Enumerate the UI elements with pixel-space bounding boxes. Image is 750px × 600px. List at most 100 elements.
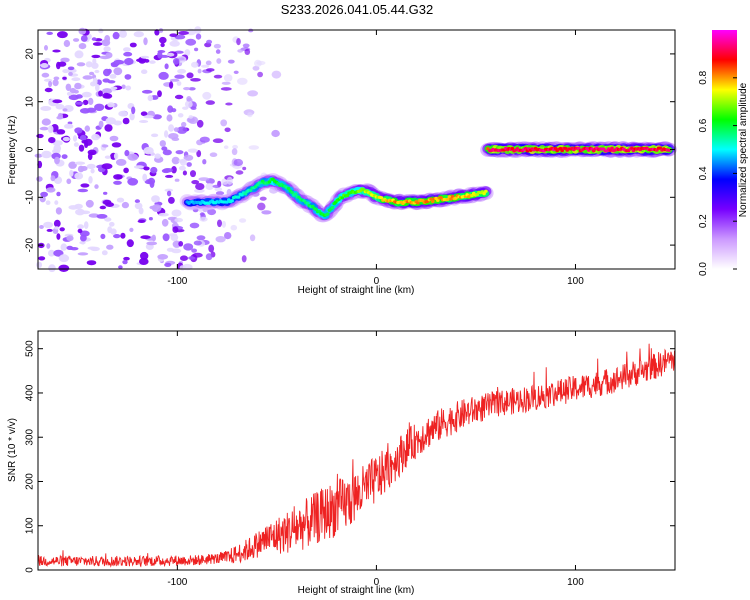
noise-blob [62, 108, 68, 112]
noise-blob [77, 188, 89, 193]
noise-blob [62, 136, 70, 142]
noise-blob [151, 133, 159, 138]
noise-blob [86, 260, 97, 266]
noise-blob [127, 153, 139, 161]
noise-blob [109, 221, 115, 227]
noise-blob [208, 244, 215, 253]
noise-blob [226, 176, 233, 185]
noise-blob [123, 47, 131, 52]
colorbar-ticks: 0.0 0.2 0.4 0.6 0.8 [698, 70, 737, 276]
noise-blob [215, 49, 221, 54]
noise-blob [186, 96, 192, 102]
noise-blob [140, 55, 150, 59]
noise-blob [154, 29, 160, 36]
noise-blob [198, 207, 204, 212]
noise-blob [129, 227, 134, 232]
noise-blob [225, 102, 233, 106]
spectrogram-x-ticks: -100 0 100 [167, 30, 584, 287]
noise-blob [193, 240, 202, 246]
noise-blob [205, 100, 215, 105]
noise-blob [223, 74, 233, 82]
ridge-blob [286, 186, 291, 191]
snr-x-tick-label: 0 [374, 577, 380, 588]
noise-blob [87, 149, 97, 156]
noise-blob [192, 252, 203, 258]
noise-blob [94, 184, 99, 189]
noise-blob [72, 135, 78, 142]
noise-blob [113, 180, 122, 185]
noise-blob [227, 59, 235, 64]
noise-blob [224, 127, 231, 133]
noise-blob [206, 68, 215, 72]
noise-blob [45, 200, 51, 205]
noise-blob [164, 63, 169, 70]
noise-blob [126, 239, 134, 248]
noise-blob [98, 28, 104, 34]
noise-blob [162, 233, 170, 242]
spectrogram-x-label: Height of straight line (km) [298, 285, 415, 296]
snr-y-tick-label: 300 [25, 428, 36, 445]
noise-blob [121, 84, 126, 90]
noise-blob [85, 61, 93, 68]
noise-blob [169, 78, 180, 82]
noise-blob [137, 219, 146, 223]
noise-blob [54, 156, 60, 165]
noise-blob [40, 106, 52, 111]
noise-blob [143, 166, 150, 171]
noise-blob [54, 226, 60, 230]
noise-blob [205, 60, 212, 66]
ridge-blob [436, 198, 440, 202]
noise-blob [165, 174, 174, 178]
noise-blob [46, 187, 56, 193]
ridge-blob [510, 146, 515, 151]
noise-blob [139, 258, 149, 265]
noise-blob [124, 149, 130, 157]
ridge-blob [416, 201, 420, 205]
noise-blob [174, 178, 180, 182]
noise-blob [201, 64, 210, 68]
noise-blob [171, 108, 177, 113]
ridge-blob [560, 148, 564, 153]
noise-blob [62, 76, 67, 80]
noise-blob [236, 38, 241, 46]
noise-blob [269, 187, 278, 194]
noise-blob [247, 90, 258, 97]
noise-blob [63, 39, 71, 48]
noise-blob [133, 31, 144, 38]
noise-blob [133, 165, 145, 169]
noise-blob [214, 187, 223, 192]
noise-blob [73, 142, 79, 147]
noise-blob [101, 144, 109, 148]
noise-blob [56, 233, 61, 240]
noise-blob [181, 121, 187, 128]
noise-blob [248, 145, 260, 150]
noise-blob [77, 224, 84, 230]
noise-blob [74, 101, 85, 105]
noise-blob [244, 48, 251, 56]
noise-blob [166, 190, 172, 197]
noise-blob [161, 218, 169, 227]
noise-blob [198, 177, 210, 182]
noise-blob [47, 125, 54, 134]
noise-blob [102, 92, 111, 99]
ridge-blob [608, 148, 613, 153]
noise-blob [226, 188, 232, 197]
ridge-blob [523, 146, 528, 150]
noise-blob [107, 68, 112, 74]
x-tick-label: 100 [567, 276, 584, 287]
noise-blob [71, 77, 81, 82]
noise-blob [215, 191, 225, 196]
noise-blob [171, 166, 177, 174]
noise-blob [80, 166, 88, 171]
noise-blob [148, 217, 153, 221]
noise-blob [192, 207, 199, 213]
ridge-blob [449, 197, 453, 201]
noise-blob [52, 79, 59, 87]
noise-blob [48, 80, 53, 88]
noise-blob [199, 216, 208, 222]
noise-blob [186, 162, 192, 167]
noise-blob [100, 233, 106, 240]
ridge-blob [577, 146, 581, 150]
ridge-blob [379, 196, 384, 200]
